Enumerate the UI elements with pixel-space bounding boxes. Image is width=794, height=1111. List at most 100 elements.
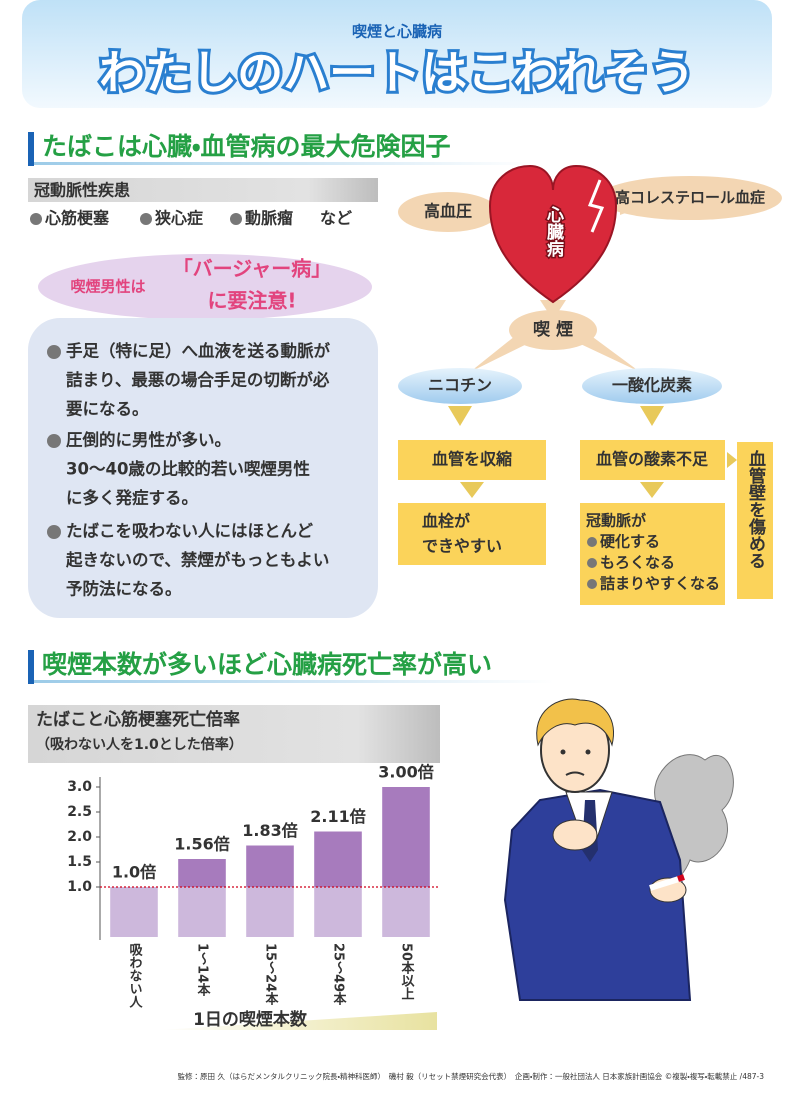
point-line: 要になる。	[66, 400, 149, 419]
x-tick-label: 50本以上	[399, 943, 416, 1001]
effect-item: もろくなる	[600, 554, 675, 572]
section-heading: たばこは心臓・血管病の最大危険因子	[42, 132, 451, 161]
value-label: 1.0倍	[112, 863, 156, 882]
cause-label: 高血圧	[424, 202, 472, 221]
effect-box	[580, 503, 725, 605]
point-line: 30〜40歳の比較的若い喫煙男性	[66, 459, 310, 479]
heading-bar	[28, 650, 34, 684]
xlabel-wedge	[160, 1012, 437, 1030]
heading-rule	[34, 680, 554, 683]
x-tick-label: 15〜24本	[263, 943, 280, 1007]
x-axis-label: 1日の喫煙本数	[193, 1009, 308, 1030]
connector	[572, 332, 640, 372]
bullet	[230, 213, 242, 225]
heart-label: 心臓病	[543, 205, 565, 258]
point-line: 手足（特に足）へ血液を送る動脈が	[66, 341, 331, 361]
chart-title: たばこと心筋梗塞死亡倍率	[36, 709, 240, 730]
bullet	[587, 558, 597, 568]
heading-bar	[28, 132, 34, 166]
points-box	[28, 318, 378, 618]
point-line: 圧倒的に男性が多い。	[66, 430, 231, 450]
disease-title-bar	[28, 178, 378, 202]
callout-lead: 喫煙男性は	[70, 278, 145, 296]
disease: 心筋梗塞	[44, 209, 110, 228]
effect-item: 硬化する	[600, 533, 660, 551]
chart-title-bar	[28, 705, 440, 763]
arrow	[460, 482, 484, 498]
y-tick-label: 1.5	[67, 854, 92, 870]
bar	[246, 845, 294, 937]
bar	[178, 859, 226, 937]
bar	[110, 887, 158, 937]
eye	[585, 749, 591, 755]
point-line: に多く発症する。	[66, 488, 198, 508]
effect-box	[398, 503, 546, 565]
effect-label: 血栓が	[422, 512, 470, 531]
arrow	[727, 452, 737, 468]
bullet	[47, 525, 61, 539]
cigarette	[649, 875, 683, 891]
bullet	[30, 213, 42, 225]
x-tick-label: 吸わない人	[127, 943, 144, 1008]
value-label: 2.11倍	[310, 807, 365, 826]
point-line: 予防法になる。	[66, 579, 182, 599]
agent-oval	[582, 368, 722, 404]
disease: 動脈瘤	[245, 209, 293, 228]
eye	[560, 749, 566, 755]
heart-crack	[587, 179, 605, 233]
effect-item: 詰まりやすくなる	[600, 575, 720, 593]
smoking-label: 喫 煙	[533, 320, 573, 340]
hand	[552, 819, 598, 851]
y-tick-label: 2.0	[67, 829, 92, 845]
callout-bubble	[38, 254, 372, 320]
effect-label: 血管を収縮	[432, 450, 512, 469]
x-tick-label: 25〜49本	[331, 943, 348, 1007]
cigarette-tip	[677, 874, 685, 882]
cause-cloud	[598, 176, 782, 220]
heading-rule	[34, 162, 534, 165]
effect-box	[737, 442, 773, 599]
header-title: わたしのハートはこわれそう	[99, 46, 695, 100]
callout-name: 「バージャー病」	[173, 257, 332, 281]
effect-title: 冠動脈が	[586, 512, 647, 530]
bar	[314, 831, 362, 937]
point-line: 起きないので、禁煙がもっともよい	[65, 550, 329, 570]
suit	[503, 788, 692, 1001]
mouth	[565, 771, 585, 776]
hair	[536, 698, 614, 747]
y-tick-label: 3.0	[67, 779, 92, 795]
y-tick-label: 1.0	[67, 879, 92, 895]
header-kicker: 喫煙と心臓病	[352, 23, 442, 41]
value-label: 1.56倍	[174, 835, 229, 854]
smoking-cloud	[509, 310, 597, 350]
arrow	[640, 406, 664, 426]
bullet	[47, 345, 61, 359]
bullet	[140, 213, 152, 225]
effect-label: 血管壁を傷める	[745, 449, 767, 569]
arrow	[640, 482, 664, 498]
callout-tail: に要注意!	[207, 289, 296, 313]
disease-suffix: など	[320, 209, 352, 228]
bullet	[47, 434, 61, 448]
effect-label: できやすい	[422, 537, 502, 556]
disease: 狭心症	[154, 209, 203, 228]
x-tick-label: 1〜14本	[195, 943, 212, 998]
bullet	[587, 537, 597, 547]
point-line: 詰まり、最悪の場合手足の切断が必	[66, 370, 330, 390]
chart-subtitle: （吸わない人を1.0とした倍率）	[36, 736, 243, 753]
heart	[488, 164, 618, 304]
section-heading: 喫煙本数が多いほど心臓病死亡率が高い	[42, 650, 492, 679]
effect-label: 血管の酸素不足	[596, 450, 709, 469]
agent-label: 一酸化炭素	[612, 376, 692, 395]
cause-label: 高コレステロール血症	[615, 189, 765, 207]
y-tick-label: 2.5	[67, 804, 92, 820]
agent-oval	[398, 368, 522, 404]
disease-title: 冠動脈性疾患	[34, 181, 130, 200]
point-line: たばこを吸わない人にはほとんど	[66, 522, 314, 541]
arrow	[448, 406, 472, 426]
bar	[382, 787, 430, 937]
header-band	[22, 0, 772, 108]
bullet	[587, 579, 597, 589]
